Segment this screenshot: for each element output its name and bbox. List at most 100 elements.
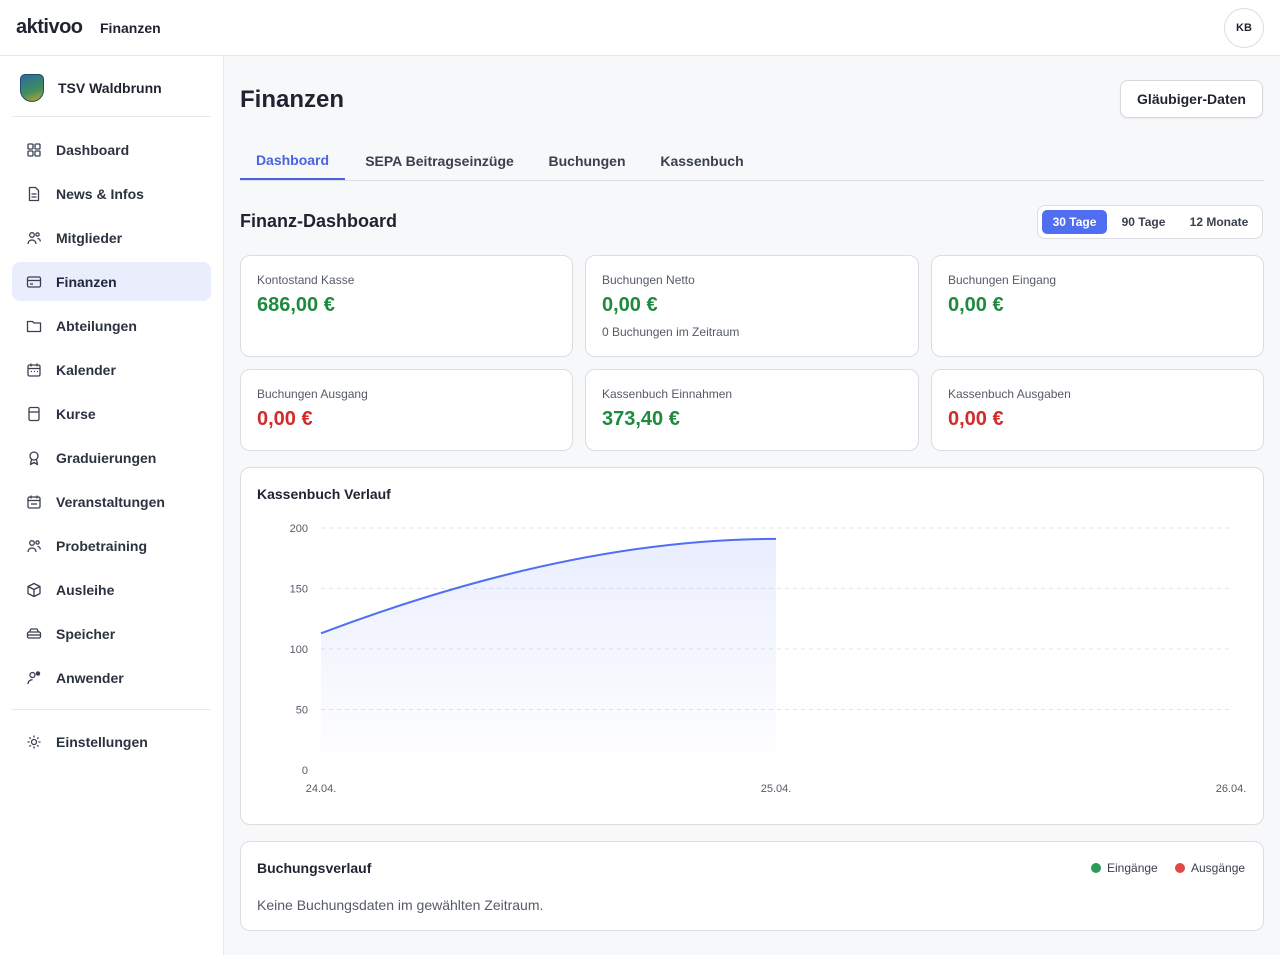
section-title: Finanz-Dashboard <box>240 211 398 231</box>
storage-icon <box>26 626 42 642</box>
gear-icon <box>26 734 42 750</box>
stat-value: 0,00 € <box>948 294 1004 316</box>
x-tick-label: 26.04. <box>1216 783 1247 795</box>
grid-icon <box>26 142 42 158</box>
stat-label: Kontostand Kasse <box>257 273 355 287</box>
buchungsverlauf-title: Buchungsverlauf <box>257 860 372 876</box>
sidebar-item-label: Kurse <box>56 405 96 422</box>
stat-label: Buchungen Ausgang <box>257 387 368 401</box>
stat-label: Buchungen Eingang <box>948 273 1057 287</box>
y-tick-label: 200 <box>290 523 308 535</box>
stat-subtext: 0 Buchungen im Zeitraum <box>602 325 740 339</box>
tab-dashboard[interactable]: Dashboard <box>240 142 345 180</box>
sidebar-item-veranstaltungen[interactable]: Veranstaltungen <box>12 482 211 521</box>
sidebar: TSV Waldbrunn Dashboard News & Infos Mitgl… <box>0 56 224 955</box>
tab-sepa[interactable]: SEPA Beitragseinzüge <box>365 153 514 169</box>
sidebar-item-label: Probetraining <box>56 537 148 554</box>
award-icon <box>26 450 42 466</box>
folder-icon <box>26 318 42 334</box>
legend-dot-red <box>1175 863 1185 873</box>
legend-dot-green <box>1091 863 1101 873</box>
sidebar-item-finanzen[interactable]: Finanzen <box>12 262 211 301</box>
range-selector: 30 Tage 90 Tage 12 Monate <box>1037 205 1263 239</box>
sidebar-item-label: Abteilungen <box>56 317 137 334</box>
book-icon <box>26 406 42 422</box>
stat-label: Kassenbuch Einnahmen <box>602 387 733 401</box>
tab-buchungen[interactable]: Buchungen <box>548 153 626 169</box>
y-tick-label: 150 <box>290 584 308 596</box>
legend-ausgaenge: Ausgänge <box>1175 861 1245 875</box>
wallet-icon <box>26 274 42 290</box>
user-settings-icon <box>26 670 42 686</box>
stat-label: Kassenbuch Ausgaben <box>948 387 1071 401</box>
stat-value: 373,40 € <box>602 408 680 430</box>
creditor-data-button[interactable]: Gläubiger-Daten <box>1120 80 1263 118</box>
sidebar-item-probetraining[interactable]: Probetraining <box>12 526 211 565</box>
sidebar-item-einstellungen[interactable]: Einstellungen <box>12 722 211 761</box>
sidebar-item-graduierungen[interactable]: Graduierungen <box>12 438 211 477</box>
users-icon <box>26 230 42 246</box>
sidebar-item-kurse[interactable]: Kurse <box>12 394 211 433</box>
sidebar-divider <box>12 116 211 117</box>
legend-label: Eingänge <box>1107 861 1158 875</box>
x-tick-label: 25.04. <box>761 783 792 795</box>
sidebar-item-anwender[interactable]: Anwender <box>12 658 211 697</box>
sidebar-item-label: Dashboard <box>56 141 130 158</box>
sidebar-item-label: Anwender <box>56 669 124 686</box>
sidebar-item-label: Kalender <box>56 361 116 378</box>
sidebar-item-label: Veranstaltungen <box>56 493 165 510</box>
sidebar-item-kalender[interactable]: Kalender <box>12 350 211 389</box>
stat-value: 0,00 € <box>257 408 313 430</box>
y-tick-label: 100 <box>290 644 308 656</box>
document-icon <box>26 186 42 202</box>
x-tick-label: 24.04. <box>306 783 337 795</box>
finance-tabs: Dashboard SEPA Beitragseinzüge Buchungen… <box>240 142 1264 181</box>
stat-card: Buchungen Eingang 0,00 € <box>931 255 1264 357</box>
y-tick-label: 50 <box>296 705 308 717</box>
users-trial-icon <box>26 538 42 554</box>
range-30-days[interactable]: 30 Tage <box>1042 210 1107 234</box>
app-logo[interactable]: aktivoo <box>16 16 83 38</box>
kassenbuch-chart-card: Kassenbuch Verlauf 0 50 100 150 200 24.04. 25.… <box>240 467 1264 825</box>
chart-title: Kassenbuch Verlauf <box>257 486 391 502</box>
sidebar-item-label: Finanzen <box>56 273 117 290</box>
calendar-event-icon <box>26 494 42 510</box>
sidebar-item-news-infos[interactable]: News & Infos <box>12 174 211 213</box>
series-area <box>321 538 776 752</box>
club-logo-icon <box>20 74 44 102</box>
kassenbuch-chart: 0 50 100 150 200 24.04. 25.04. 26.04. <box>290 523 1247 795</box>
legend-label: Ausgänge <box>1191 861 1246 875</box>
sidebar-item-ausleihe[interactable]: Ausleihe <box>12 570 211 609</box>
sidebar-item-label: Ausleihe <box>56 581 115 598</box>
empty-state-message: Keine Buchungsdaten im gewählten Zeitrau… <box>257 897 544 913</box>
sidebar-item-dashboard[interactable]: Dashboard <box>12 130 211 169</box>
sidebar-item-mitglieder[interactable]: Mitglieder <box>12 218 211 257</box>
stat-value: 0,00 € <box>948 408 1004 430</box>
box-icon <box>26 582 42 598</box>
calendar-icon <box>26 362 42 378</box>
page-title: Finanzen <box>240 86 345 113</box>
sidebar-item-label: Speicher <box>56 625 116 642</box>
range-12-months[interactable]: 12 Monate <box>1189 215 1249 229</box>
stat-card: Kontostand Kasse 686,00 € <box>240 255 573 357</box>
stat-value: 686,00 € <box>257 294 335 316</box>
sidebar-item-abteilungen[interactable]: Abteilungen <box>12 306 211 345</box>
stat-value: 0,00 € <box>602 294 658 316</box>
stat-card: Kassenbuch Einnahmen 373,40 € <box>585 369 919 451</box>
stat-card: Buchungen Netto 0,00 € 0 Buchungen im Ze… <box>585 255 919 357</box>
stat-card: Kassenbuch Ausgaben 0,00 € <box>931 369 1264 451</box>
tab-kassenbuch[interactable]: Kassenbuch <box>660 153 744 169</box>
sidebar-item-label: Mitglieder <box>56 229 123 246</box>
sidebar-item-label: Einstellungen <box>56 733 148 750</box>
sidebar-item-speicher[interactable]: Speicher <box>12 614 211 653</box>
stat-label: Buchungen Netto <box>602 273 695 287</box>
series-line <box>320 537 777 635</box>
range-90-days[interactable]: 90 Tage <box>1121 215 1166 229</box>
club-header[interactable]: TSV Waldbrunn <box>20 74 162 102</box>
sidebar-item-label: News & Infos <box>56 185 144 202</box>
stat-card: Buchungen Ausgang 0,00 € <box>240 369 573 451</box>
sidebar-item-label: Graduierungen <box>56 449 157 466</box>
sidebar-divider <box>12 709 211 710</box>
top-bar: aktivoo Finanzen KB <box>0 0 1280 56</box>
user-avatar[interactable]: KB <box>1224 8 1264 48</box>
